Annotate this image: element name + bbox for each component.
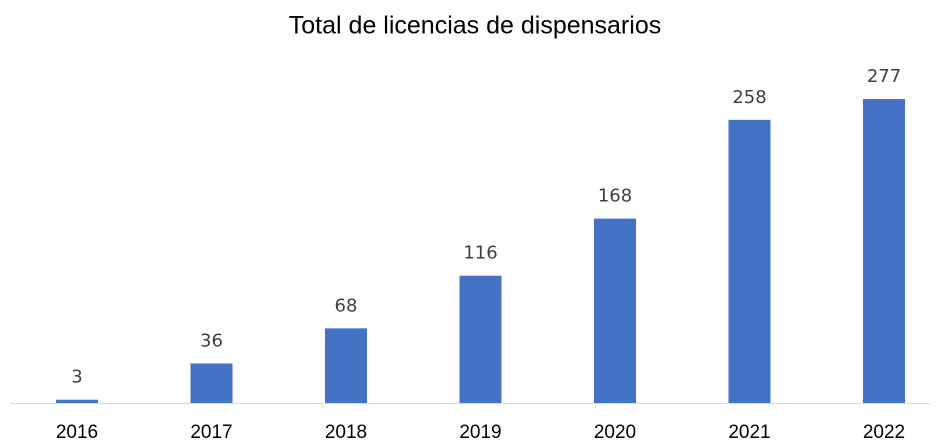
value-label: 68: [335, 295, 358, 316]
x-tick-label: 2022: [863, 422, 905, 443]
bar: [863, 99, 905, 403]
value-label: 277: [867, 66, 901, 87]
bar: [728, 119, 771, 403]
x-tick-label: 2020: [594, 422, 636, 443]
bar: [325, 328, 367, 403]
bar: [190, 363, 233, 403]
chart-title: Total de licencias de dispensarios: [289, 12, 661, 40]
x-tick-label: 2018: [325, 422, 367, 443]
x-tick-label: 2019: [459, 422, 501, 443]
bar: [594, 218, 636, 403]
value-label: 36: [200, 330, 223, 351]
bar: [459, 275, 502, 403]
x-tick-label: 2016: [56, 422, 98, 443]
value-label: 116: [463, 243, 497, 264]
value-label: 168: [598, 186, 632, 207]
bar: [56, 399, 98, 403]
x-tick-label: 2021: [728, 422, 770, 443]
x-tick-label: 2017: [190, 422, 232, 443]
value-label: 3: [71, 367, 82, 388]
value-label: 258: [732, 87, 766, 108]
